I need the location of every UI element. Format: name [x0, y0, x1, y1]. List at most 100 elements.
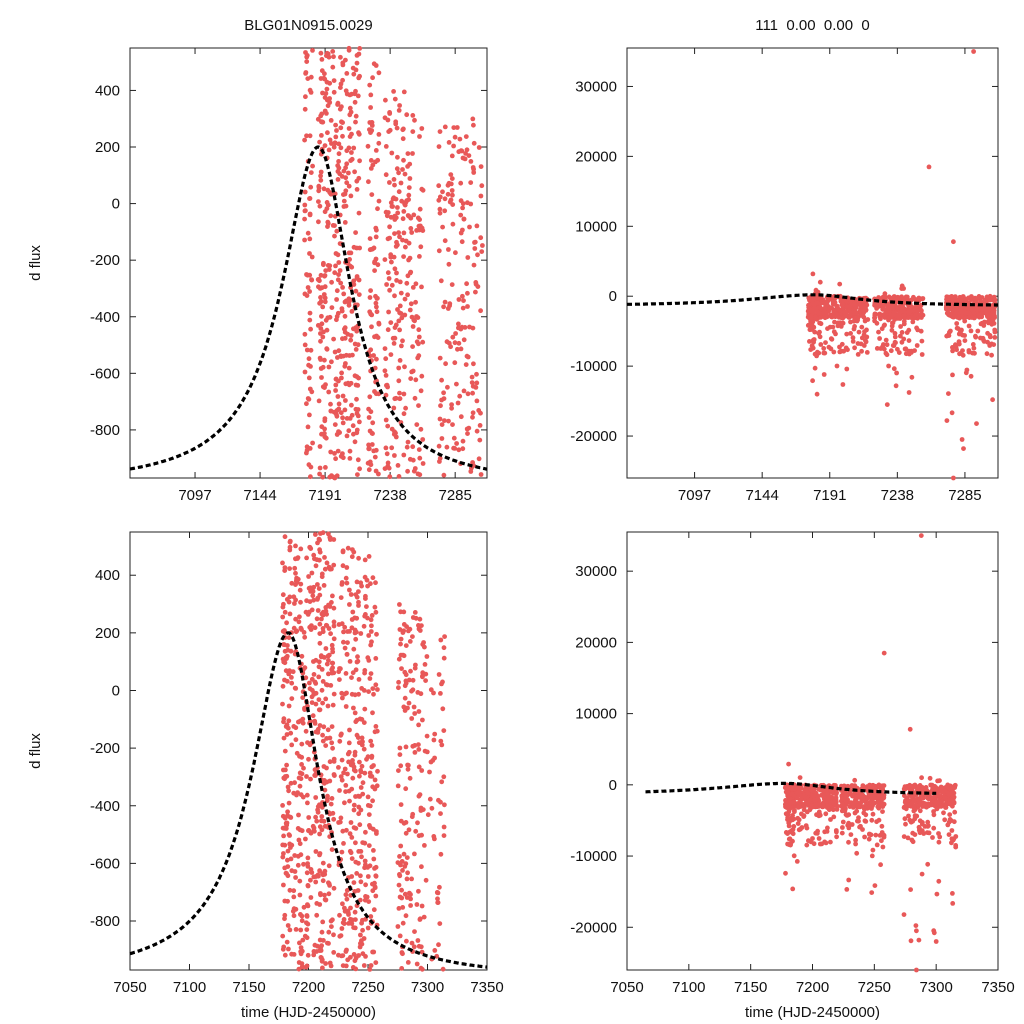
data-point [354, 659, 360, 665]
data-point [351, 925, 356, 930]
data-point [340, 455, 346, 461]
data-point [362, 574, 368, 580]
data-point [970, 342, 976, 347]
data-point [357, 944, 363, 950]
data-point [943, 805, 948, 810]
data-point [397, 303, 403, 309]
data-point [329, 473, 334, 478]
data-point [811, 324, 817, 330]
data-point [302, 707, 307, 712]
data-point [320, 629, 326, 635]
data-point [356, 691, 361, 697]
data-point [866, 805, 872, 810]
data-point [956, 331, 962, 337]
data-point [861, 332, 867, 338]
data-point [855, 341, 861, 346]
data-point [920, 296, 926, 301]
data-point [356, 677, 362, 682]
data-point [813, 830, 819, 836]
data-point [948, 790, 954, 796]
data-point [354, 579, 360, 585]
data-point [320, 90, 325, 96]
panel-top-right: 7097 7144 7191 7238 72853000020000100000-100… [570, 17, 999, 504]
data-point [894, 370, 899, 376]
data-point [339, 306, 345, 311]
data-point [360, 780, 366, 786]
data-point [362, 613, 368, 619]
data-point [320, 738, 326, 744]
data-point [831, 309, 837, 314]
data-point [302, 216, 307, 222]
data-point [342, 908, 348, 914]
data-point [317, 621, 323, 627]
data-point [872, 315, 878, 321]
data-point [313, 690, 319, 696]
panel-bottom-left: 7050 7100 7150 7200 7250 7300 73504002000-200-… [27, 530, 504, 1021]
data-point [343, 298, 349, 304]
data-point [471, 262, 477, 268]
data-point [298, 581, 304, 587]
data-point [373, 724, 379, 729]
data-point [879, 798, 884, 804]
data-point [961, 446, 966, 451]
data-point [899, 330, 905, 335]
data-point [367, 770, 373, 776]
data-point [888, 305, 893, 311]
data-point [310, 440, 315, 446]
data-point [413, 828, 419, 834]
data-point [311, 949, 317, 954]
data-point [395, 154, 400, 160]
data-point [308, 184, 314, 190]
data-point [367, 676, 373, 681]
data-point [362, 770, 368, 776]
data-point [795, 805, 801, 810]
data-point [883, 337, 889, 343]
data-point [373, 656, 379, 661]
data-point [862, 806, 867, 812]
data-point [398, 609, 403, 615]
data-point [373, 148, 379, 153]
data-point [946, 391, 951, 396]
data-point [336, 260, 342, 265]
data-point [326, 941, 331, 946]
data-point [892, 312, 898, 318]
data-point [866, 836, 872, 842]
data-point [791, 799, 797, 805]
data-point [320, 860, 326, 866]
data-point [309, 687, 315, 693]
data-point [344, 896, 350, 902]
data-point [307, 412, 312, 418]
y-tick-label: -20000 [570, 428, 617, 445]
data-point [856, 300, 862, 305]
data-point [966, 323, 972, 329]
data-point [867, 800, 873, 805]
data-point [396, 230, 401, 236]
data-point [468, 469, 474, 474]
data-point [395, 924, 401, 929]
data-point [297, 770, 303, 776]
data-point [318, 948, 324, 953]
data-point [358, 932, 363, 938]
data-point [335, 252, 341, 258]
chart-title: 111 0.00 0.00 0 [755, 17, 870, 34]
data-point [407, 307, 413, 313]
data-point [309, 389, 315, 395]
data-point [282, 534, 288, 540]
data-point [356, 811, 362, 817]
data-point [406, 628, 411, 634]
data-point [367, 236, 373, 242]
data-point [365, 803, 371, 808]
data-point [308, 877, 313, 883]
data-point [362, 706, 368, 712]
data-point [335, 169, 341, 174]
data-point [907, 726, 913, 732]
data-point [934, 891, 940, 897]
data-point [403, 680, 409, 686]
data-point [340, 563, 346, 569]
data-point [467, 224, 472, 230]
x-tick-label: 7144 [745, 487, 778, 504]
data-point [318, 177, 324, 183]
data-point [362, 858, 368, 864]
data-point [401, 89, 407, 95]
data-point [322, 868, 328, 874]
